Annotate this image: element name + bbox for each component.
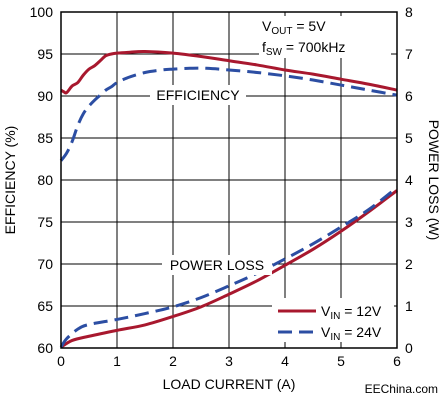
watermark: EEChina.com [365,382,438,396]
y-right-tick-label: 5 [405,130,413,146]
y-left-tick-label: 60 [37,340,53,356]
y-left-tick-label: 80 [37,172,53,188]
y-right-tick-label: 3 [405,214,413,230]
power-loss-line-vin12 [60,189,398,349]
x-tick-label: 1 [113,353,121,369]
y-left-tick-label: 85 [37,130,53,146]
y-axis-right-label: POWER LOSS (W) [426,120,442,241]
y-left-tick-label: 95 [37,46,53,62]
efficiency-annotation: EFFICIENCY [150,85,246,105]
x-tick-label: 0 [57,353,65,369]
legend-label-vin12: VIN = 12V [321,303,382,322]
fsw-condition: fSW = 700kHz [262,39,345,58]
y-right-tick-label: 4 [405,172,413,188]
y-left-tick-label: 90 [37,88,53,104]
x-tick-label: 6 [393,353,401,369]
series-layer [59,49,398,349]
y-right-tick-label: 8 [405,4,413,20]
legend-label-vin24: VIN = 24V [321,324,382,343]
y-right-tick-label: 1 [405,298,413,314]
y-right-tick-label: 2 [405,256,413,272]
legend: VIN = 12V VIN = 24V [272,298,394,343]
x-tick-label: 2 [169,353,177,369]
y-right-tick-label: 7 [405,46,413,62]
tick-labels: 0 1 2 3 4 5 6 60 65 70 75 80 85 90 95 100 0 1 2 3 4 5 6 7 8 [30,4,413,369]
y-right-tick-label: 6 [405,88,413,104]
vout-condition: VOUT = 5V [262,18,326,37]
y-left-tick-label: 100 [30,4,54,20]
x-axis-label: LOAD CURRENT (A) [163,376,296,392]
efficiency-label: EFFICIENCY [156,87,240,103]
x-tick-label: 5 [337,353,345,369]
conditions-annotation: VOUT = 5V fSW = 700kHz [259,16,391,58]
y-left-tick-label: 75 [37,214,53,230]
y-axis-left-label: EFFICIENCY (%) [2,126,18,235]
y-left-tick-label: 70 [37,256,53,272]
power-loss-annotation: POWER LOSS [162,255,272,275]
plot-frame [60,11,398,349]
grid [61,12,397,348]
x-tick-label: 4 [281,353,289,369]
power-loss-line-vin24 [59,186,398,348]
x-tick-label: 3 [225,353,233,369]
y-left-tick-label: 65 [37,298,53,314]
efficiency-line-vin12 [60,49,398,95]
power-loss-label: POWER LOSS [170,257,264,273]
efficiency-line-vin24 [59,66,398,162]
y-right-tick-label: 0 [405,340,413,356]
